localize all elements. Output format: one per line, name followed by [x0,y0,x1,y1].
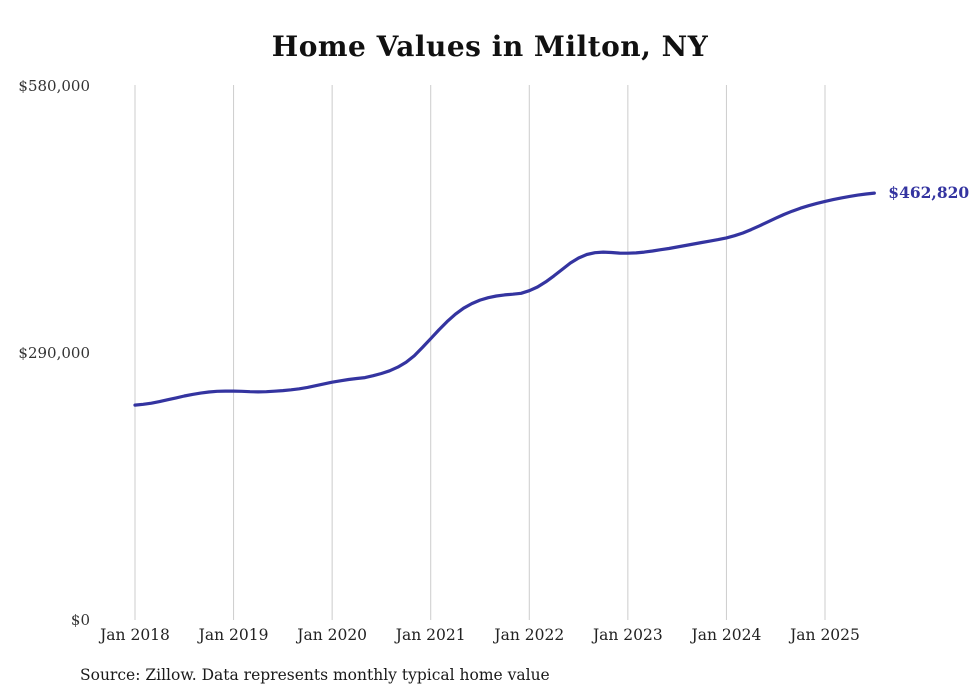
x-axis-tick-label: Jan 2021 [395,626,466,644]
x-axis-tick-label: Jan 2025 [790,626,860,644]
y-axis-tick-label-0: $0 [70,611,90,629]
end-value-label: $462,820 [888,183,970,203]
y-axis-tick-label-580000: $580,000 [18,77,90,95]
home-value-series-line [133,191,876,407]
x-axis-tick-label: Jan 2022 [494,626,565,644]
y-axis-tick-label-290000: $290,000 [18,344,90,362]
x-axis-tick-label: Jan 2019 [198,626,269,644]
x-axis-tick-label: Jan 2023 [592,626,663,644]
chart-title: Home Values in Milton, NY [271,30,709,63]
x-axis-tick-label: Jan 2024 [691,626,762,644]
x-axis-tick-label: Jan 2018 [100,626,170,644]
source-note: Source: Zillow. Data represents monthly … [80,666,550,684]
x-axis-tick-label: Jan 2020 [297,626,368,644]
